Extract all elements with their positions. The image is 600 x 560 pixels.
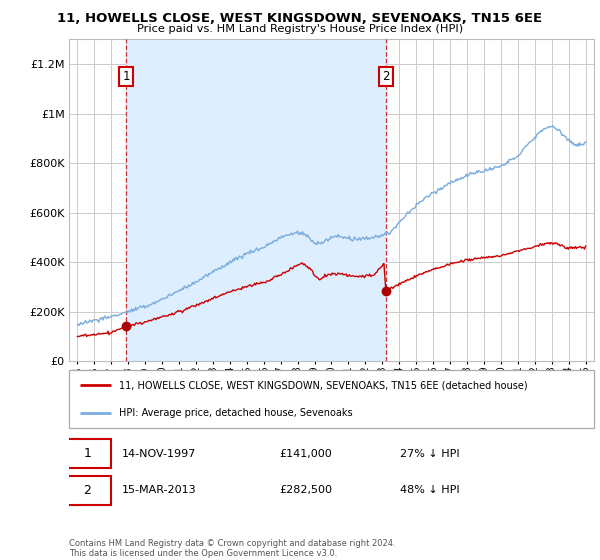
FancyBboxPatch shape: [64, 438, 111, 469]
Text: 48% ↓ HPI: 48% ↓ HPI: [400, 486, 460, 496]
FancyBboxPatch shape: [69, 370, 594, 428]
Text: Price paid vs. HM Land Registry's House Price Index (HPI): Price paid vs. HM Land Registry's House …: [137, 24, 463, 34]
Point: [121, 322, 131, 331]
Text: 14-NOV-1997: 14-NOV-1997: [121, 449, 196, 459]
Text: 27% ↓ HPI: 27% ↓ HPI: [400, 449, 460, 459]
Text: HPI: Average price, detached house, Sevenoaks: HPI: Average price, detached house, Seve…: [119, 408, 353, 418]
Text: 1: 1: [83, 447, 91, 460]
Text: £282,500: £282,500: [279, 486, 332, 496]
Text: 11, HOWELLS CLOSE, WEST KINGSDOWN, SEVENOAKS, TN15 6EE (detached house): 11, HOWELLS CLOSE, WEST KINGSDOWN, SEVEN…: [119, 380, 527, 390]
Text: 2: 2: [83, 484, 91, 497]
Text: 1: 1: [122, 70, 130, 83]
Text: 11, HOWELLS CLOSE, WEST KINGSDOWN, SEVENOAKS, TN15 6EE: 11, HOWELLS CLOSE, WEST KINGSDOWN, SEVEN…: [58, 12, 542, 25]
FancyBboxPatch shape: [64, 475, 111, 505]
Text: 2: 2: [382, 70, 389, 83]
Text: £141,000: £141,000: [279, 449, 332, 459]
Bar: [126, 39, 386, 361]
Text: Contains HM Land Registry data © Crown copyright and database right 2024.
This d: Contains HM Land Registry data © Crown c…: [69, 539, 395, 558]
Text: 15-MAR-2013: 15-MAR-2013: [121, 486, 196, 496]
Point: [381, 287, 391, 296]
